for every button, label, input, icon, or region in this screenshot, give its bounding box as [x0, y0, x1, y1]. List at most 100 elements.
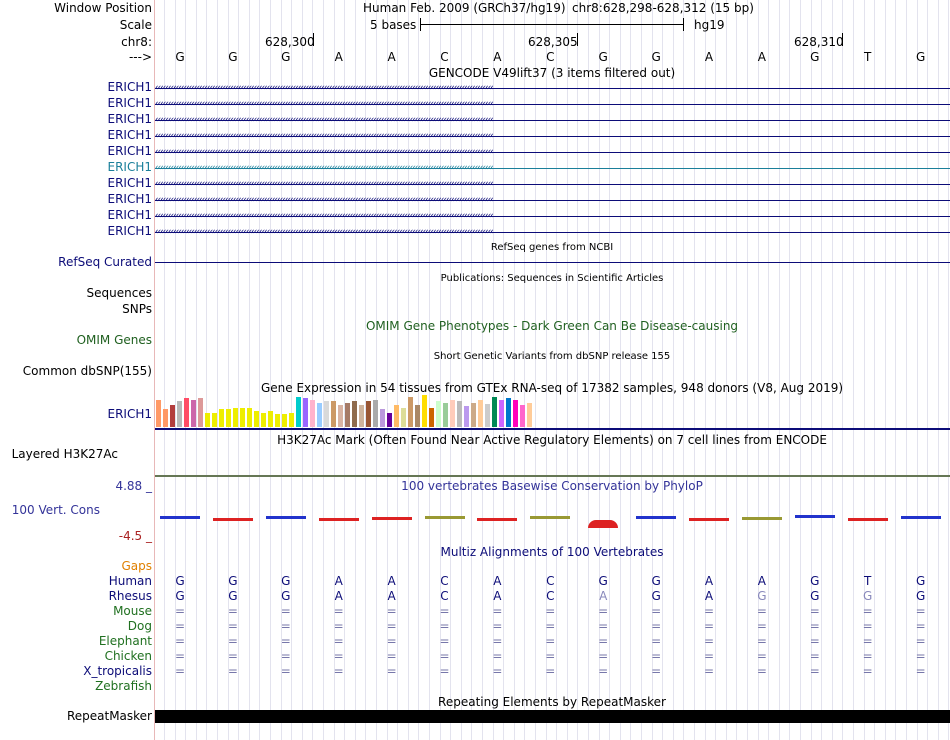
gencode-transcript-label[interactable]: ERICH1	[107, 160, 153, 174]
gtex-tissue-bar[interactable]	[485, 404, 490, 427]
gtex-tissue-bar[interactable]	[513, 400, 518, 427]
refseq-gene-line[interactable]	[155, 262, 950, 263]
gtex-tissue-bar[interactable]	[212, 413, 217, 427]
gtex-tissue-bar[interactable]	[436, 401, 441, 427]
gtex-tissue-bar[interactable]	[443, 403, 448, 427]
gtex-tissue-bar[interactable]	[527, 403, 532, 427]
gtex-tissue-bar[interactable]	[240, 408, 245, 427]
phylop-score-mark[interactable]	[477, 518, 518, 521]
dbsnp-label[interactable]: Common dbSNP(155)	[22, 364, 152, 378]
gtex-tissue-bar[interactable]	[457, 401, 462, 427]
gtex-tissue-bar[interactable]	[254, 411, 259, 427]
gtex-tissue-bar[interactable]	[338, 405, 343, 427]
h3k27ac-track-title[interactable]: H3K27Ac Mark (Often Found Near Active Re…	[277, 433, 827, 447]
gtex-tissue-bar[interactable]	[191, 400, 196, 427]
gtex-tissue-bar[interactable]	[464, 406, 469, 427]
cons-label[interactable]: 100 Vert. Cons	[11, 503, 100, 517]
gtex-tissue-bar[interactable]	[380, 409, 385, 427]
phylop-score-mark[interactable]	[847, 518, 888, 521]
gtex-track-title[interactable]: Gene Expression in 54 tissues from GTEx …	[260, 381, 844, 395]
phylop-track-title[interactable]: 100 vertebrates Basewise Conservation by…	[401, 479, 703, 493]
gencode-transcript-feature[interactable]: ‹‹‹‹‹‹‹‹‹‹‹‹‹‹‹‹‹‹‹‹‹‹‹‹‹‹‹‹‹‹‹‹‹‹‹‹‹‹‹‹…	[155, 180, 950, 188]
phylop-score-mark[interactable]	[530, 516, 571, 519]
refseq-label[interactable]: RefSeq Curated	[58, 255, 152, 269]
gencode-transcript-label[interactable]: ERICH1	[107, 224, 153, 238]
gtex-tissue-bar[interactable]	[268, 411, 273, 427]
gtex-tissue-bar[interactable]	[233, 408, 238, 427]
gtex-tissue-bar[interactable]	[289, 413, 294, 427]
gtex-tissue-bar[interactable]	[310, 400, 315, 427]
gtex-label[interactable]: ERICH1	[107, 407, 153, 421]
phylop-score-mark[interactable]	[212, 518, 253, 521]
species-label-mouse[interactable]: Mouse	[113, 604, 152, 618]
species-label-rhesus[interactable]: Rhesus	[108, 589, 152, 603]
gtex-tissue-bar[interactable]	[520, 405, 525, 427]
phylop-score-mark[interactable]	[900, 516, 941, 519]
gtex-tissue-bar[interactable]	[429, 408, 434, 427]
phylop-score-mark[interactable]	[689, 518, 729, 521]
gencode-transcript-label[interactable]: ERICH1	[107, 144, 153, 158]
gencode-transcript-feature[interactable]: ‹‹‹‹‹‹‹‹‹‹‹‹‹‹‹‹‹‹‹‹‹‹‹‹‹‹‹‹‹‹‹‹‹‹‹‹‹‹‹‹…	[155, 164, 950, 172]
gtex-tissue-bar[interactable]	[177, 401, 182, 427]
gtex-tissue-bar[interactable]	[499, 400, 504, 427]
h3k27ac-label[interactable]: Layered H3K27Ac	[11, 447, 118, 461]
species-label-chicken[interactable]: Chicken	[104, 649, 152, 663]
phylop-score-mark[interactable]	[265, 516, 306, 519]
gtex-tissue-bar[interactable]	[359, 405, 364, 427]
gencode-transcript-label[interactable]: ERICH1	[107, 176, 153, 190]
gtex-tissue-bar[interactable]	[450, 400, 455, 427]
gencode-transcript-feature[interactable]: ‹‹‹‹‹‹‹‹‹‹‹‹‹‹‹‹‹‹‹‹‹‹‹‹‹‹‹‹‹‹‹‹‹‹‹‹‹‹‹‹…	[155, 100, 950, 108]
gtex-tissue-bar[interactable]	[415, 405, 420, 427]
gencode-transcript-label[interactable]: ERICH1	[107, 208, 153, 222]
gtex-tissue-bar[interactable]	[282, 414, 287, 427]
gtex-tissue-bar[interactable]	[506, 398, 511, 427]
species-label-x_tropicalis[interactable]: X_tropicalis	[83, 664, 152, 678]
gencode-transcript-feature[interactable]: ‹‹‹‹‹‹‹‹‹‹‹‹‹‹‹‹‹‹‹‹‹‹‹‹‹‹‹‹‹‹‹‹‹‹‹‹‹‹‹‹…	[155, 84, 950, 92]
gtex-tissue-bar[interactable]	[296, 397, 301, 427]
gtex-tissue-bar[interactable]	[303, 398, 308, 427]
gtex-tissue-bar[interactable]	[352, 401, 357, 427]
gencode-transcript-label[interactable]: ERICH1	[107, 192, 153, 206]
gtex-tissue-bar[interactable]	[247, 408, 252, 427]
gtex-tissue-bar[interactable]	[492, 397, 497, 427]
gencode-transcript-feature[interactable]: ‹‹‹‹‹‹‹‹‹‹‹‹‹‹‹‹‹‹‹‹‹‹‹‹‹‹‹‹‹‹‹‹‹‹‹‹‹‹‹‹…	[155, 196, 950, 204]
snps-label[interactable]: SNPs	[122, 302, 152, 316]
gtex-tissue-bar[interactable]	[275, 414, 280, 427]
gtex-tissue-bar[interactable]	[198, 398, 203, 427]
gencode-transcript-feature[interactable]: ‹‹‹‹‹‹‹‹‹‹‹‹‹‹‹‹‹‹‹‹‹‹‹‹‹‹‹‹‹‹‹‹‹‹‹‹‹‹‹‹…	[155, 132, 950, 140]
gtex-tissue-bar[interactable]	[184, 398, 189, 427]
sequences-label[interactable]: Sequences	[86, 286, 152, 300]
gencode-transcript-feature[interactable]: ‹‹‹‹‹‹‹‹‹‹‹‹‹‹‹‹‹‹‹‹‹‹‹‹‹‹‹‹‹‹‹‹‹‹‹‹‹‹‹‹…	[155, 212, 950, 220]
gtex-tissue-bar[interactable]	[317, 403, 322, 427]
gtex-tissue-bar[interactable]	[408, 397, 413, 427]
gtex-bar-chart[interactable]	[155, 395, 950, 427]
gtex-tissue-bar[interactable]	[219, 409, 224, 427]
omim-label[interactable]: OMIM Genes	[76, 333, 152, 347]
gencode-track-title[interactable]: GENCODE V49lift37 (3 items filtered out)	[428, 66, 676, 80]
gtex-tissue-bar[interactable]	[156, 400, 161, 427]
gtex-tissue-bar[interactable]	[345, 403, 350, 427]
phylop-score-mark[interactable]	[318, 518, 359, 521]
dbsnp-track-title[interactable]: Short Genetic Variants from dbSNP releas…	[433, 351, 671, 362]
gencode-transcript-label[interactable]: ERICH1	[107, 128, 153, 142]
gtex-tissue-bar[interactable]	[170, 405, 175, 427]
gaps-label[interactable]: Gaps	[121, 559, 152, 573]
gtex-tissue-bar[interactable]	[373, 400, 378, 427]
species-label-zebrafish[interactable]: Zebrafish	[95, 679, 152, 693]
gencode-transcript-label[interactable]: ERICH1	[107, 96, 153, 110]
gtex-tissue-bar[interactable]	[387, 413, 392, 427]
phylop-score-mark[interactable]	[794, 515, 835, 518]
gencode-transcript-label[interactable]: ERICH1	[107, 80, 153, 94]
phylop-score-mark[interactable]	[371, 517, 412, 520]
gencode-transcript-label[interactable]: ERICH1	[107, 112, 153, 126]
gtex-tissue-bar[interactable]	[394, 405, 399, 427]
phylop-score-mark[interactable]	[160, 516, 200, 519]
phylop-score-mark[interactable]	[636, 516, 677, 519]
refseq-track-title[interactable]: RefSeq genes from NCBI	[490, 242, 614, 253]
gencode-transcript-feature[interactable]: ‹‹‹‹‹‹‹‹‹‹‹‹‹‹‹‹‹‹‹‹‹‹‹‹‹‹‹‹‹‹‹‹‹‹‹‹‹‹‹‹…	[155, 228, 950, 236]
repeatmasker-track-title[interactable]: Repeating Elements by RepeatMasker	[438, 695, 666, 709]
phylop-score-mark[interactable]	[741, 517, 782, 520]
gtex-tissue-bar[interactable]	[205, 413, 210, 427]
gtex-tissue-bar[interactable]	[422, 395, 427, 427]
gencode-transcript-feature[interactable]: ‹‹‹‹‹‹‹‹‹‹‹‹‹‹‹‹‹‹‹‹‹‹‹‹‹‹‹‹‹‹‹‹‹‹‹‹‹‹‹‹…	[155, 116, 950, 124]
